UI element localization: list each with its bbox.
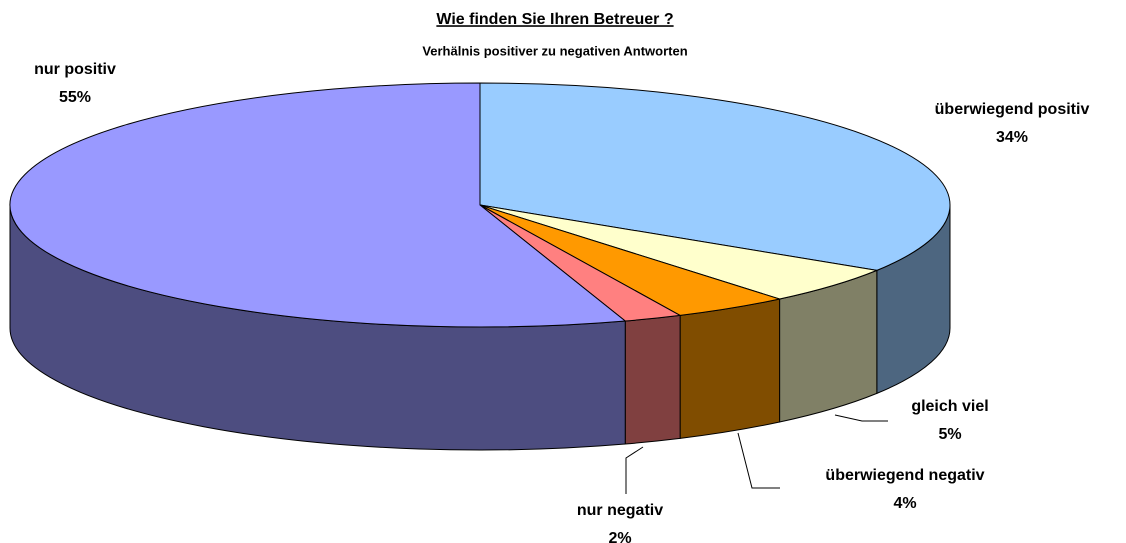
chart-subtitle: Verhälnis positiver zu negativen Antwort… xyxy=(422,43,687,58)
leader-line xyxy=(834,414,888,422)
pie xyxy=(9,82,951,451)
slice xyxy=(479,204,879,300)
slice-side xyxy=(679,298,781,439)
slice-side xyxy=(624,314,681,445)
slice-label: überwiegend negativ xyxy=(825,467,984,484)
slice-label: nur negativ xyxy=(577,502,663,519)
leader-line xyxy=(625,446,644,494)
slice-value-label: 55% xyxy=(59,89,91,106)
slice-value-label: 4% xyxy=(893,495,916,512)
slice-label: überwiegend positiv xyxy=(935,101,1090,118)
slice-value-label: 5% xyxy=(938,426,961,443)
slice-label: gleich viel xyxy=(911,398,988,415)
slice-value-label: 2% xyxy=(608,530,631,543)
labels: überwiegend positiv 34% gleich viel 5% überw… xyxy=(34,61,1089,543)
slice-label: nur positiv xyxy=(34,61,116,78)
slice xyxy=(9,82,627,328)
slice-value-label: 34% xyxy=(996,129,1028,146)
chart-title: Wie finden Sie Ihren Betreuer ? xyxy=(436,11,673,28)
leader-line xyxy=(737,432,780,489)
slice xyxy=(479,82,951,271)
